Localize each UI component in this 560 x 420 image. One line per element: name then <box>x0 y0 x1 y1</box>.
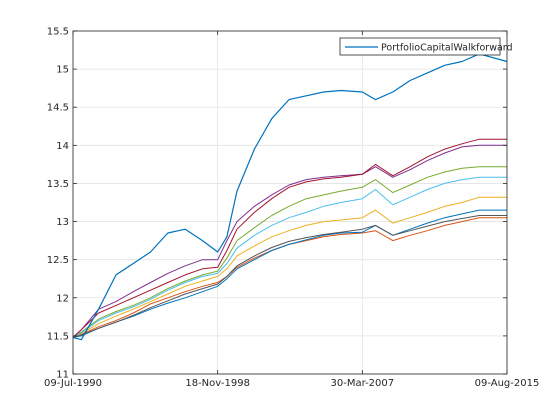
y-tick-label: 11 <box>56 370 69 381</box>
x-tick-label: 09-Aug-2015 <box>475 378 540 389</box>
x-tick-label: 30-Mar-2007 <box>331 378 395 389</box>
series-line-7 <box>72 138 507 338</box>
y-tick-label: 12.5 <box>47 255 69 266</box>
series-line-8 <box>72 209 507 338</box>
plot-frame <box>72 30 508 375</box>
plot-area <box>73 31 507 374</box>
series-line-9 <box>72 215 507 338</box>
series-line-3 <box>72 196 507 338</box>
legend-label: PortfolioCapitalWalkforward <box>381 43 513 54</box>
y-tick-label: 15 <box>56 65 69 76</box>
series-line-1 <box>72 53 508 341</box>
y-tick-label: 14.5 <box>47 103 69 114</box>
legend-box <box>339 37 501 56</box>
series-line-4 <box>72 144 507 338</box>
y-tick-label: 12 <box>56 293 69 304</box>
legend: PortfolioCapitalWalkforward <box>339 37 513 56</box>
x-tick-label: 09-Jul-1990 <box>44 378 102 389</box>
axis-ticks: 11 11.5 12 12.5 13 13.5 14 14.5 15 15.5 09-Jul-199… <box>44 27 539 390</box>
series-line-5 <box>72 166 507 338</box>
y-tick-label: 14 <box>56 141 69 152</box>
series-line-6 <box>72 176 507 338</box>
y-tick-label: 11.5 <box>47 331 69 342</box>
y-tick-label: 13 <box>56 217 69 228</box>
series-group <box>72 53 508 341</box>
y-tick-label: 13.5 <box>47 179 69 190</box>
y-tick-label: 15.5 <box>47 27 69 38</box>
x-tick-label: 18-Nov-1998 <box>185 378 250 389</box>
